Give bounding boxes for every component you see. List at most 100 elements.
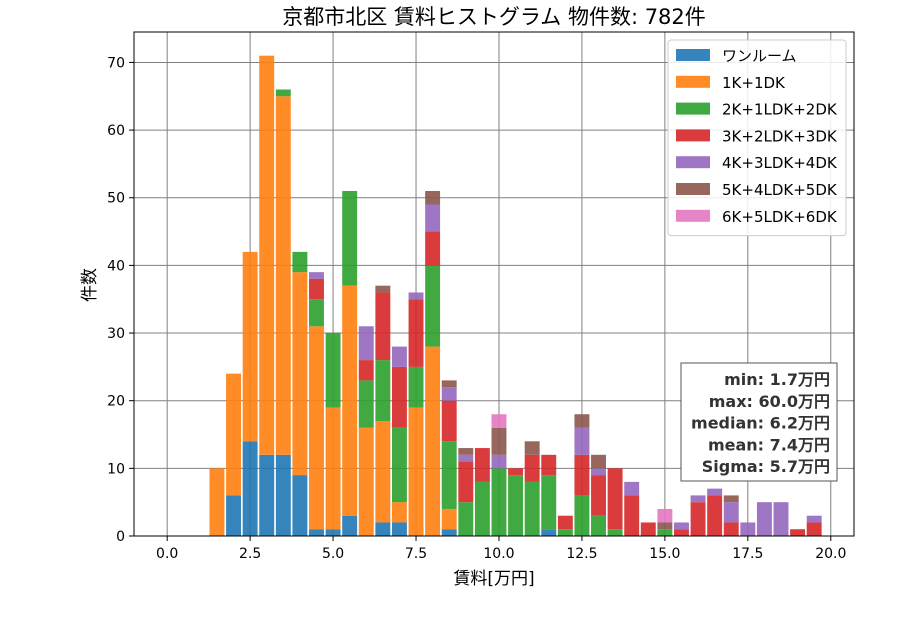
histogram-bar	[391, 522, 407, 536]
histogram-bar	[707, 495, 723, 536]
y-axis-label: 件数	[80, 268, 100, 302]
histogram-bar	[574, 454, 590, 496]
histogram-bar	[441, 387, 457, 401]
histogram-bar	[806, 522, 822, 536]
histogram-bar	[541, 529, 557, 536]
stats-frame	[680, 362, 838, 482]
histogram-bar	[391, 502, 407, 523]
x-tick-label: 10.0	[483, 546, 514, 562]
histogram-bar	[557, 515, 573, 530]
histogram-bar	[723, 522, 739, 536]
histogram-bar	[259, 55, 275, 455]
histogram-bar	[358, 326, 374, 361]
histogram-bar	[474, 481, 490, 536]
histogram-bar	[607, 529, 623, 536]
legend-label: 3K+2LDK+3DK	[722, 127, 838, 145]
histogram-bar	[707, 488, 723, 496]
histogram-bar	[391, 427, 407, 503]
x-tick-label: 15.0	[649, 546, 680, 562]
histogram-bar	[674, 529, 689, 536]
histogram-bar	[508, 468, 524, 476]
histogram-bar	[408, 292, 424, 300]
histogram-bar	[806, 515, 822, 523]
histogram-bar	[292, 475, 308, 536]
stats-line: mean: 7.4万円	[708, 435, 830, 454]
histogram-bar	[309, 299, 324, 327]
legend-label: 5K+4LDK+5DK	[722, 181, 838, 199]
histogram-bar	[408, 299, 424, 367]
histogram-bar	[541, 475, 557, 530]
plot-frame	[133, 31, 855, 537]
histogram-bar	[591, 468, 606, 476]
histogram-bar	[541, 454, 557, 476]
histogram-bar	[557, 529, 573, 536]
histogram-bar	[441, 380, 457, 388]
legend-label: ワンルーム	[722, 47, 797, 65]
stats-line: max: 60.0万円	[709, 392, 830, 411]
histogram-bar	[325, 407, 341, 530]
histogram-bar	[441, 441, 457, 509]
histogram-bar	[259, 454, 275, 536]
histogram-bar	[309, 529, 324, 536]
x-axis-label: 賃料[万円]	[453, 569, 534, 589]
histogram-bar	[524, 454, 540, 482]
histogram-bar	[491, 454, 507, 469]
histogram-bar	[375, 522, 391, 536]
histogram-bar	[458, 461, 474, 503]
histogram-bar	[358, 360, 374, 381]
histogram-bar	[391, 346, 407, 367]
histogram-bar	[723, 502, 739, 523]
y-tick-label: 20	[107, 394, 125, 410]
histogram-bar	[325, 333, 341, 408]
chart-title: 京都市北区 賃料ヒストグラム 物件数: 782件	[282, 5, 706, 29]
histogram-bar	[723, 495, 739, 503]
legend-label: 6K+5LDK+6DK	[722, 208, 838, 226]
histogram-bar	[491, 414, 507, 428]
stats-line: median: 6.2万円	[691, 414, 830, 433]
histogram-bar	[591, 454, 606, 469]
legend-frame	[667, 39, 847, 237]
x-tick-label: 2.5	[239, 546, 261, 562]
histogram-bar	[607, 468, 623, 530]
histogram-bar	[756, 502, 772, 536]
histogram-bar	[491, 468, 507, 536]
histogram-bar	[292, 251, 308, 273]
y-tick-label: 60	[107, 123, 125, 139]
legend-label: 1K+1DK	[722, 74, 786, 92]
histogram-bar	[640, 522, 656, 536]
legend-swatch	[676, 49, 710, 61]
histogram-bar	[292, 272, 308, 476]
histogram-bar	[740, 522, 756, 536]
y-tick-label: 70	[107, 55, 125, 71]
histogram-bar	[275, 96, 291, 455]
y-tick-label: 40	[107, 258, 125, 274]
histogram-bar	[773, 502, 789, 536]
histogram-bar	[790, 529, 806, 536]
histogram-bar	[441, 508, 457, 530]
histogram-bar	[309, 278, 324, 300]
histogram-bar	[342, 190, 358, 286]
histogram-bar	[574, 414, 590, 428]
histogram-bar	[657, 522, 673, 530]
histogram-bar	[441, 529, 457, 536]
histogram-bar	[342, 515, 358, 536]
legend-swatch	[676, 183, 710, 195]
histogram-bar	[391, 366, 407, 428]
histogram-bar	[408, 366, 424, 408]
histogram-bar	[474, 448, 490, 482]
histogram-bar	[375, 360, 391, 421]
histogram-bar	[491, 427, 507, 455]
histogram-bar	[275, 454, 291, 536]
histogram-bar	[226, 373, 242, 496]
legend-label: 2K+1LDK+2DK	[722, 101, 838, 119]
legend: ワンルーム 1K+1DK 2K+1LDK+2DK 3K+2LDK+3DK 4K+3LDK…	[667, 39, 847, 237]
histogram-bar	[508, 475, 524, 536]
histogram-bar	[441, 400, 457, 442]
histogram-bar	[458, 454, 474, 462]
histogram-bar	[358, 380, 374, 428]
histogram-bar	[242, 441, 258, 536]
histogram-bar	[325, 529, 341, 536]
histogram-bar	[309, 326, 324, 530]
histogram-bar	[242, 251, 258, 442]
